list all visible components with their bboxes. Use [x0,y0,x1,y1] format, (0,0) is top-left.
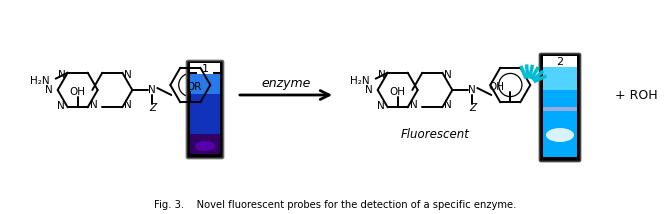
Polygon shape [543,67,577,90]
Text: H₂N: H₂N [350,76,370,86]
Polygon shape [543,56,577,67]
Text: N: N [57,101,65,111]
Ellipse shape [195,141,215,151]
FancyBboxPatch shape [552,56,568,67]
FancyBboxPatch shape [186,61,224,159]
FancyBboxPatch shape [539,54,580,162]
Text: N: N [378,70,386,80]
Text: OR: OR [187,82,202,92]
Ellipse shape [546,128,574,142]
Text: N: N [377,101,385,111]
Text: N: N [90,100,97,110]
Text: Fluorescent: Fluorescent [401,128,470,141]
Text: H₂N: H₂N [30,76,50,86]
Text: N: N [444,70,452,80]
Polygon shape [190,134,220,154]
Polygon shape [190,74,220,94]
Text: N: N [468,85,476,95]
Text: 2: 2 [557,57,563,67]
Text: N: N [365,85,373,95]
Text: N: N [444,100,452,110]
Text: N: N [58,70,66,80]
Text: OH: OH [70,87,86,97]
Polygon shape [543,67,577,157]
Text: Z: Z [149,103,156,113]
FancyBboxPatch shape [197,63,213,74]
Text: 1: 1 [202,64,208,74]
Text: N: N [125,70,132,80]
Text: OH: OH [390,87,405,97]
Text: Z: Z [469,103,476,113]
Text: OH: OH [488,82,505,92]
Polygon shape [543,107,577,111]
Text: N: N [409,100,417,110]
Text: + ROH: + ROH [614,89,657,101]
Text: N: N [149,85,156,95]
Text: N: N [125,100,132,110]
Text: Fig. 3.    Novel fluorescent probes for the detection of a specific enzyme.: Fig. 3. Novel fluorescent probes for the… [154,200,516,210]
Polygon shape [190,74,220,154]
Text: N: N [45,85,53,95]
Polygon shape [190,63,220,72]
Text: enzyme: enzyme [261,76,311,89]
